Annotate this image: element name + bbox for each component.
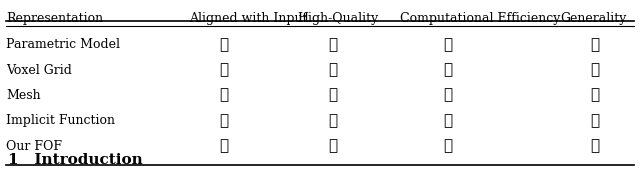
Text: ✓: ✓	[591, 63, 600, 77]
Text: ✗: ✗	[444, 114, 452, 128]
Text: 1   Introduction: 1 Introduction	[8, 153, 143, 167]
Text: ✓: ✓	[220, 63, 228, 77]
Text: ✓: ✓	[220, 139, 228, 153]
Text: Implicit Function: Implicit Function	[6, 114, 115, 127]
Text: Generality: Generality	[560, 12, 627, 25]
Text: ✗: ✗	[328, 89, 337, 102]
Text: ✓: ✓	[220, 114, 228, 128]
Text: ✗: ✗	[591, 38, 600, 52]
Text: Computational Efficiency: Computational Efficiency	[400, 12, 561, 25]
Text: ✗: ✗	[328, 38, 337, 52]
Text: ✗: ✗	[328, 63, 337, 77]
Text: Parametric Model: Parametric Model	[6, 38, 120, 51]
Text: ✓: ✓	[328, 114, 337, 128]
Text: ✓: ✓	[444, 89, 452, 102]
Text: ✓: ✓	[591, 139, 600, 153]
Text: Aligned with Input: Aligned with Input	[189, 12, 307, 25]
Text: Mesh: Mesh	[6, 89, 41, 102]
Text: ✗: ✗	[444, 63, 452, 77]
Text: ✓: ✓	[328, 139, 337, 153]
Text: Representation: Representation	[6, 12, 104, 25]
Text: High-Quality: High-Quality	[298, 12, 379, 25]
Text: ✓: ✓	[444, 139, 452, 153]
Text: ✗: ✗	[220, 38, 228, 52]
Text: ✓: ✓	[444, 38, 452, 52]
Text: ✗: ✗	[220, 89, 228, 102]
Text: ✗: ✗	[591, 89, 600, 102]
Text: ✓: ✓	[591, 114, 600, 128]
Text: Voxel Grid: Voxel Grid	[6, 64, 72, 77]
Text: Our FOF: Our FOF	[6, 140, 63, 153]
